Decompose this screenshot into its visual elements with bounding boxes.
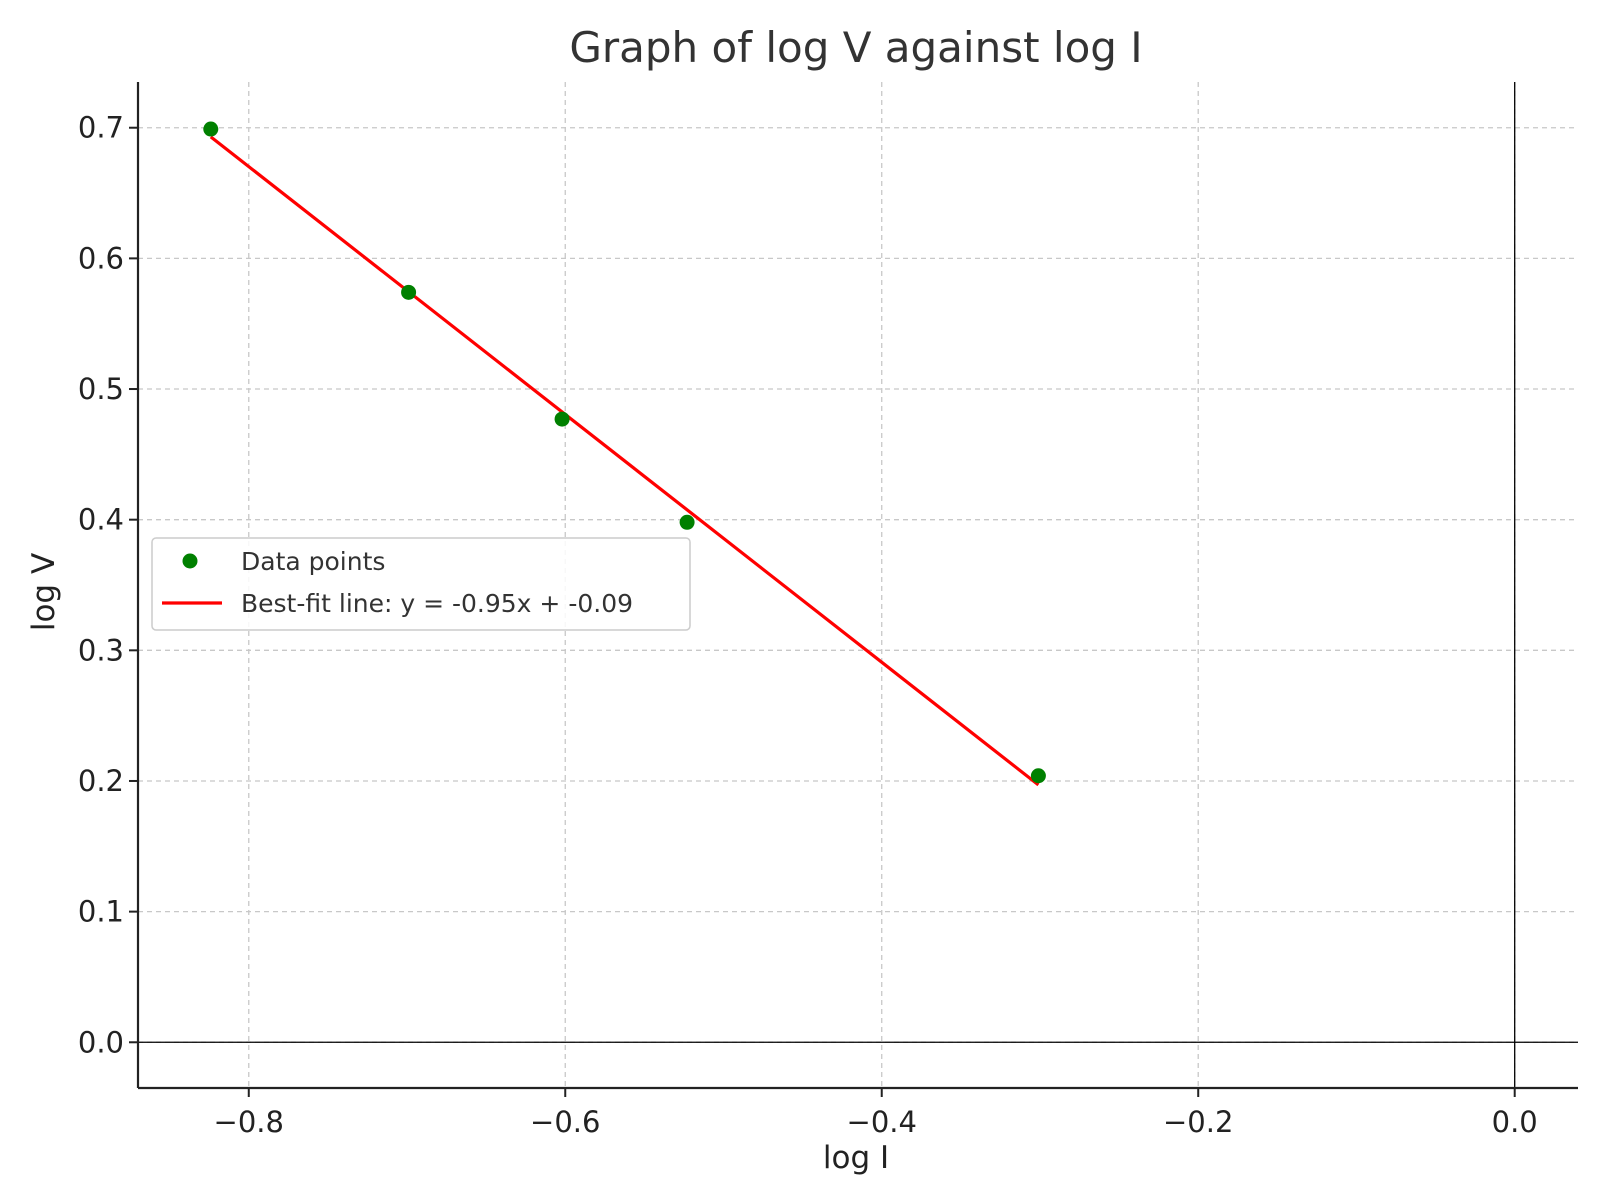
data-point <box>554 411 570 427</box>
legend-marker-data-points <box>182 553 198 569</box>
legend: Data points Best-fit line: y = -0.95x + -… <box>151 537 691 631</box>
x-tick-label: −0.8 <box>214 1105 284 1139</box>
chart-title: Graph of log V against log I <box>569 23 1142 72</box>
y-tick-label: 0.2 <box>78 764 124 798</box>
y-tick-label: 0.5 <box>78 372 124 406</box>
data-point <box>203 121 219 137</box>
y-tick-label: 0.6 <box>78 241 124 275</box>
data-point <box>401 284 417 300</box>
x-tick-label: −0.6 <box>530 1105 600 1139</box>
y-ticks: 0.0 0.1 0.2 0.3 0.4 0.5 0.6 0.7 <box>78 111 138 1059</box>
x-ticks: −0.8 −0.6 −0.4 −0.2 0.0 <box>214 1088 1538 1139</box>
x-tick-label: 0.0 <box>1492 1105 1538 1139</box>
y-axis-label: log V <box>26 553 62 631</box>
legend-label-data-points: Data points <box>241 547 385 576</box>
y-tick-label: 0.1 <box>78 895 124 929</box>
best-fit-line <box>209 135 1040 787</box>
data-point <box>679 514 695 530</box>
series <box>203 121 1046 787</box>
y-tick-label: 0.3 <box>78 633 124 667</box>
x-tick-label: −0.4 <box>847 1105 917 1139</box>
y-tick-label: 0.7 <box>78 111 124 145</box>
y-tick-label: 0.4 <box>78 503 124 537</box>
data-point <box>1030 768 1046 784</box>
x-tick-label: −0.2 <box>1163 1105 1233 1139</box>
legend-label-best-fit-line: Best-fit line: y = -0.95x + -0.09 <box>241 589 633 618</box>
reference-lines <box>138 82 1578 1088</box>
axes <box>136 82 1578 1090</box>
x-axis-label: log I <box>823 1140 889 1176</box>
legend-box <box>151 537 691 631</box>
y-tick-label: 0.0 <box>78 1025 124 1059</box>
